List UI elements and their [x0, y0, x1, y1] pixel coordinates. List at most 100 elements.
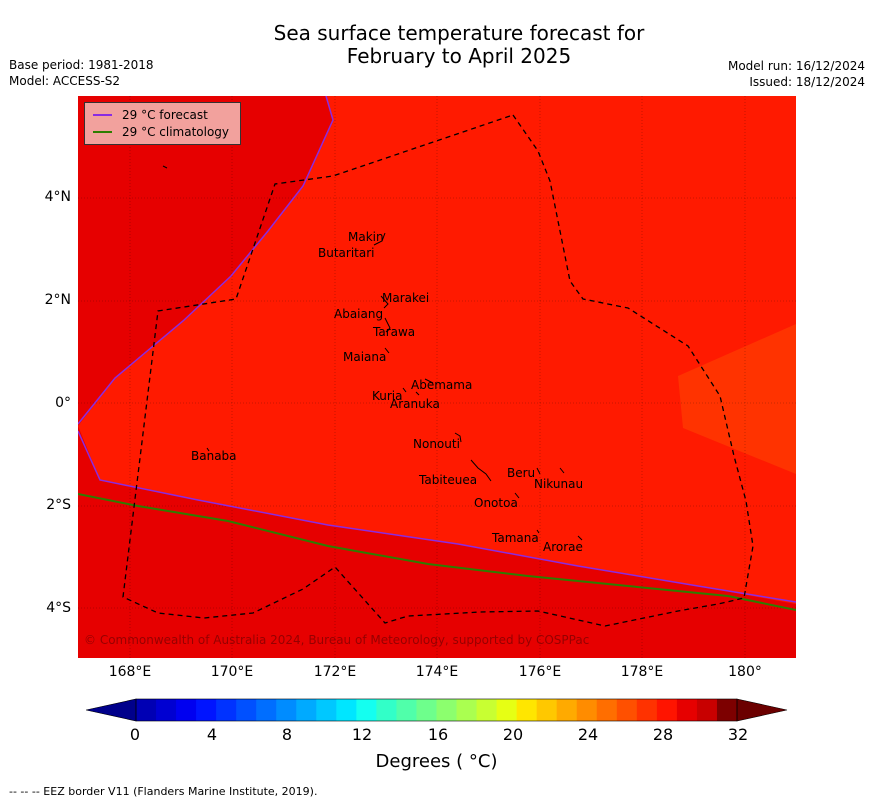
colorbar-tick-28: 28 [652, 725, 674, 744]
colorbar-segment [436, 699, 458, 721]
island-label-tabiteuea: Tabiteuea [418, 473, 477, 487]
island-shape-maiana [384, 347, 390, 354]
x-tick-178E: 178°E [620, 664, 664, 680]
colorbar-segment [636, 699, 658, 721]
colorbar-frame [135, 698, 738, 722]
climatology-29c-contour [78, 493, 796, 611]
island-label-abaiang: Abaiang [334, 307, 383, 321]
island-shape-arorae [577, 535, 583, 541]
y-tick-2S: 2°S [46, 497, 71, 513]
colorbar-tick-12: 12 [351, 725, 373, 744]
colorbar-segment [316, 699, 337, 721]
island-label-banaba: Banaba [191, 449, 237, 463]
legend-climatology-label: 29 °C climatology [122, 125, 230, 139]
colorbar-tick-24: 24 [577, 725, 599, 744]
island-label-onotoa: Onotoa [474, 496, 518, 510]
island-label-beru: Beru [507, 466, 535, 480]
colorbar-segment [176, 699, 197, 721]
island-label-abemama: Abemama [411, 378, 472, 392]
title-line-2: February to April 2025 [346, 44, 572, 68]
colorbar-segment [516, 699, 538, 721]
colorbar-segment [416, 699, 437, 721]
island-label-marakei: Marakei [382, 291, 429, 305]
colorbar-tick-4: 4 [206, 725, 218, 744]
colorbar-segment [716, 699, 738, 721]
colorbar-tick-32: 32 [727, 725, 749, 744]
colorbar-segment [496, 699, 518, 721]
colorbar-segment [676, 699, 698, 721]
model-name: Model: ACCESS-S2 [9, 74, 121, 88]
island-shape-marakei [380, 295, 389, 309]
y-tick-4S: 4°S [46, 600, 71, 616]
map-svg: Makin Butaritari Marakei Abaiang Tarawa … [78, 96, 796, 658]
colorbar-tick-16: 16 [427, 725, 449, 744]
island-labels: Makin Butaritari Marakei Abaiang Tarawa … [191, 230, 583, 554]
warmer-sst-patch [678, 324, 796, 474]
colorbar-under-arrow [86, 698, 137, 722]
colorbar-segment [156, 699, 177, 721]
colorbar-segment [336, 699, 357, 721]
island-shape-nauru [162, 165, 168, 169]
climatology-line-swatch [93, 131, 112, 133]
island-shape-aranuka [415, 391, 420, 396]
island-shape-tabiteuea [470, 459, 492, 482]
colorbar-segment [396, 699, 417, 721]
colorbar [86, 698, 788, 722]
island-label-arorae: Arorae [543, 540, 583, 554]
map-credit: © Commonwealth of Australia 2024, Bureau… [84, 633, 589, 647]
legend: 29 °C forecast 29 °C climatology [84, 102, 241, 145]
x-tick-174E: 174°E [415, 664, 459, 680]
model-run: Model run: 16/12/2024 [727, 59, 865, 73]
island-shape-tamana [536, 529, 540, 534]
island-shape-nikunau [559, 467, 565, 474]
island-label-tarawa: Tarawa [372, 325, 415, 339]
island-shape-onotoa [514, 492, 520, 499]
island-shape-tarawa [384, 317, 391, 333]
chart-title: Sea surface temperature forecast for Feb… [0, 22, 873, 68]
legend-item-climatology: 29 °C climatology [93, 124, 229, 140]
colorbar-segment [296, 699, 317, 721]
cool-sst-region-south [78, 426, 796, 658]
colorbar-segment [476, 699, 498, 721]
map-panel: Makin Butaritari Marakei Abaiang Tarawa … [78, 96, 796, 658]
colorbar-label: Degrees ( °C) [375, 751, 498, 772]
island-label-aranuka: Aranuka [390, 397, 440, 411]
island-shape-kuria [402, 387, 407, 393]
island-label-tamana: Tamana [491, 531, 539, 545]
colorbar-segment [376, 699, 397, 721]
base-period: Base period: 1981-2018 [9, 58, 154, 72]
colorbar-segment [356, 699, 377, 721]
island-outlines [162, 165, 583, 541]
colorbar-tick-20: 20 [502, 725, 524, 744]
colorbar-segment [216, 699, 237, 721]
colorbar-segment [696, 699, 718, 721]
x-tick-172E: 172°E [313, 664, 357, 680]
meta-left: Base period: 1981-2018 Model: ACCESS-S2 [9, 57, 154, 89]
meta-right: Model run: 16/12/2024 Issued: 18/12/2024 [728, 58, 865, 90]
x-tick-176E: 176°E [518, 664, 562, 680]
colorbar-over-arrow [736, 698, 788, 722]
colorbar-segment [256, 699, 277, 721]
forecast-29c-contour-south [78, 430, 796, 603]
y-tick-4N: 4°N [44, 189, 71, 205]
cool-sst-region-north [78, 96, 333, 426]
island-shape-beru [536, 467, 541, 475]
x-tick-170E: 170°E [210, 664, 254, 680]
legend-forecast-label: 29 °C forecast [122, 108, 208, 122]
island-label-maiana: Maiana [343, 350, 386, 364]
colorbar-segment [656, 699, 678, 721]
colorbar-tick-8: 8 [281, 725, 293, 744]
issued-date: Issued: 18/12/2024 [749, 75, 865, 89]
colorbar-segment [576, 699, 598, 721]
colorbar-segment [196, 699, 217, 721]
x-tick-168E: 168°E [108, 664, 152, 680]
footer-note: -- -- -- EEZ border V11 (Flanders Marine… [9, 785, 318, 798]
eez-border [122, 114, 754, 627]
island-shape-banaba [206, 447, 210, 452]
forecast-line-swatch [93, 114, 112, 116]
island-label-nonouti: Nonouti [413, 437, 460, 451]
colorbar-tick-0: 0 [129, 725, 141, 744]
colorbar-segment [616, 699, 638, 721]
colorbar-segment [536, 699, 558, 721]
title-line-1: Sea surface temperature forecast for [273, 21, 645, 45]
